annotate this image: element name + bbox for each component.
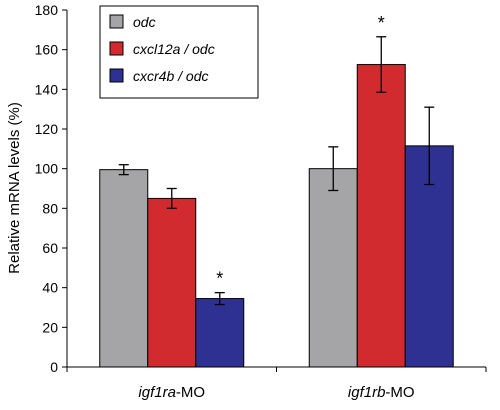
y-tick-label: 0: [50, 359, 58, 375]
x-category-label: igf1ra-MO: [138, 384, 205, 401]
bars: [99, 64, 454, 368]
y-tick-label: 180: [35, 2, 59, 18]
legend-swatch: [109, 41, 124, 56]
y-tick-label: 60: [42, 240, 58, 256]
significance-asterisk: *: [216, 269, 223, 289]
y-tick-label: 80: [42, 200, 58, 216]
legend-label: cxcl12a / odc: [133, 41, 215, 57]
x-axis-categories: igf1ra-MO igf1rb-MO: [66, 367, 487, 401]
y-tick-label: 120: [35, 121, 59, 137]
y-tick-label: 100: [35, 161, 59, 177]
y-tick-label: 140: [35, 81, 59, 97]
legend-box: [99, 5, 259, 99]
bar: [99, 169, 149, 368]
y-tick-label: 160: [35, 42, 59, 58]
x-category-italic: igf1ra: [138, 384, 176, 401]
x-category-suffix: -MO: [176, 384, 205, 401]
x-category-label: igf1rb-MO: [348, 384, 415, 401]
significance-asterisk: *: [378, 13, 385, 33]
error-bars: [118, 36, 435, 306]
x-category-suffix: -MO: [385, 384, 414, 401]
x-category-italic: igf1rb: [348, 384, 386, 401]
legend-swatch: [109, 68, 124, 83]
legend-swatch: [109, 14, 124, 29]
legend-label: odc: [133, 14, 156, 30]
y-tick-label: 40: [42, 280, 58, 296]
bar: [147, 197, 197, 368]
y-axis-title: Relative mRNA levels (%): [6, 102, 23, 274]
legend-label: cxcr4b / odc: [133, 68, 208, 84]
y-axis-ticks: 0 20 40 60 80 100 120 140 160 180: [35, 2, 67, 375]
y-tick-label: 20: [42, 319, 58, 335]
significance-markers: **: [216, 13, 385, 289]
bar: [308, 168, 358, 368]
bar: [356, 64, 406, 368]
bar: [195, 298, 245, 368]
legend: odc cxcl12a / odc cxcr4b / odc: [99, 5, 259, 99]
